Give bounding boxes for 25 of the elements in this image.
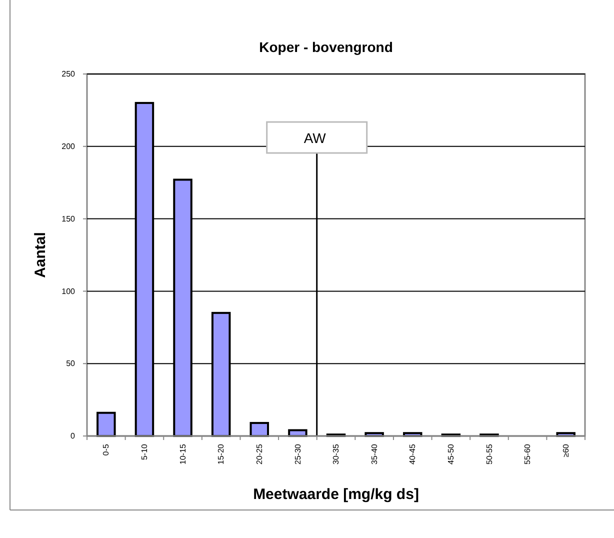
x-tick-label: 35-40 [370, 443, 379, 464]
bar [96, 412, 116, 437]
y-tick-label: 150 [62, 214, 76, 224]
ref-line-label: AW [304, 130, 327, 146]
x-tick-label: 5-10 [140, 443, 150, 460]
chart-title: Koper - bovengrond [259, 39, 393, 55]
x-tick-label: 10-15 [178, 443, 188, 464]
x-tick-label: 0-5 [102, 443, 111, 456]
y-tick-label: 0 [70, 432, 76, 441]
x-tick-label: 25-30 [293, 443, 302, 464]
x-tick-label: ≥60 [561, 443, 570, 458]
x-tick-label: 20-25 [254, 443, 264, 464]
x-tick-label: 15-20 [216, 443, 226, 464]
y-tick-label: 250 [62, 70, 76, 79]
y-tick-label: 100 [62, 286, 76, 296]
x-tick-label: 50-55 [484, 443, 494, 464]
x-axis-title: Meetwaarde [mg/kg ds] [253, 486, 419, 503]
x-tick-label: 30-35 [332, 443, 341, 464]
y-tick-label: 200 [62, 142, 76, 151]
bar [250, 422, 270, 437]
x-tick-label: 55-60 [523, 443, 532, 464]
x-tick-label: 40-45 [408, 443, 418, 464]
y-tick-label: 50 [66, 359, 76, 368]
y-axis-title: Aantal [32, 232, 49, 278]
x-tick-label: 45-50 [446, 443, 456, 464]
